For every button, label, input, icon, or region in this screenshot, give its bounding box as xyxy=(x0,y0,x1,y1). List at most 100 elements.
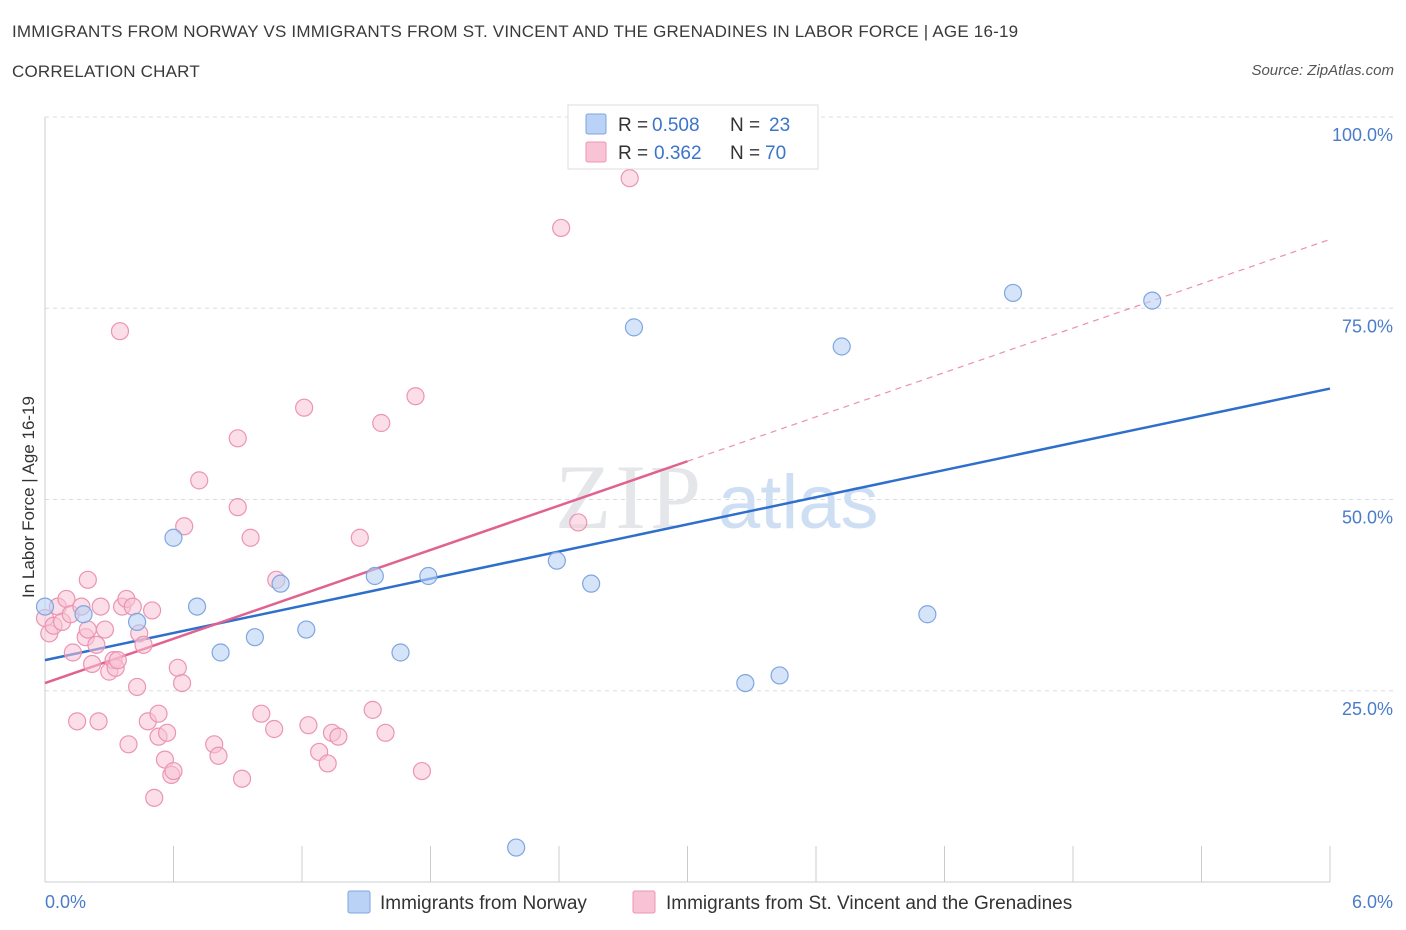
point-stvincent-58 xyxy=(350,528,369,547)
bottom-legend-stvincent: Immigrants from St. Vincent and the Gren… xyxy=(666,893,1072,914)
point-norway-20 xyxy=(1003,283,1023,303)
legend-r-value-stvincent: 0.362 xyxy=(654,143,702,164)
grid xyxy=(45,116,1393,692)
point-stvincent-61 xyxy=(376,723,395,742)
point-stvincent-65 xyxy=(569,513,588,532)
legend-n-label-norway: N = xyxy=(730,115,760,136)
point-stvincent-46 xyxy=(228,498,247,517)
source-label: Source: ZipAtlas.com xyxy=(1251,62,1394,79)
point-stvincent-32 xyxy=(145,788,164,807)
point-stvincent-48 xyxy=(241,528,260,547)
point-norway-3 xyxy=(164,528,183,547)
point-stvincent-14 xyxy=(87,635,106,654)
point-norway-7 xyxy=(271,574,290,593)
point-norway-13 xyxy=(547,551,566,570)
point-stvincent-29 xyxy=(134,635,153,654)
legend-r-label-norway: R = xyxy=(618,115,648,136)
x-tick-label-min: 0.0% xyxy=(45,892,86,912)
point-stvincent-16 xyxy=(91,597,110,616)
point-norway-8 xyxy=(297,620,316,639)
point-stvincent-50 xyxy=(265,719,284,739)
legend-swatch-norway xyxy=(585,113,607,135)
point-stvincent-21 xyxy=(108,651,127,670)
point-norway-18 xyxy=(832,337,851,356)
point-stvincent-60 xyxy=(372,413,391,433)
y-tick-label-1: 50.0% xyxy=(1342,508,1393,528)
point-stvincent-15 xyxy=(89,712,108,731)
point-stvincent-62 xyxy=(406,387,425,406)
point-stvincent-45 xyxy=(228,429,247,448)
axes xyxy=(44,117,1331,883)
trend-line-norway xyxy=(44,387,1331,662)
point-stvincent-33 xyxy=(149,704,168,723)
y-tick-label-0: 25.0% xyxy=(1342,699,1393,719)
point-norway-19 xyxy=(918,605,937,624)
legend-r-value-norway: 0.508 xyxy=(652,115,700,136)
point-norway-15 xyxy=(624,318,644,337)
trend-line-stvincent-extension xyxy=(687,238,1331,462)
chart-subtitle: CORRELATION CHART xyxy=(12,62,200,81)
legend-n-value-stvincent: 70 xyxy=(765,143,786,164)
point-stvincent-55 xyxy=(318,754,337,773)
x-tick-label-max: 6.0% xyxy=(1352,892,1393,912)
point-stvincent-12 xyxy=(78,570,97,589)
point-stvincent-49 xyxy=(252,704,271,723)
point-norway-6 xyxy=(245,628,264,647)
point-norway-5 xyxy=(211,643,230,662)
y-tick-labels: 25.0% 50.0% 75.0% 100.0% xyxy=(1332,125,1393,719)
point-stvincent-17 xyxy=(95,620,115,639)
point-norway-16 xyxy=(736,673,755,693)
point-stvincent-36 xyxy=(157,723,177,742)
trend-lines xyxy=(44,238,1331,685)
point-norway-0 xyxy=(35,597,55,616)
point-stvincent-8 xyxy=(68,712,87,731)
point-norway-11 xyxy=(419,566,438,586)
watermark-atlas: atlas xyxy=(718,460,879,545)
bottom-legend: Immigrants from Norway Immigrants from S… xyxy=(347,890,1072,914)
point-stvincent-44 xyxy=(209,746,228,765)
point-norway-17 xyxy=(770,666,789,685)
point-stvincent-57 xyxy=(329,727,348,746)
point-norway-14 xyxy=(582,574,601,593)
legend-r-label-stvincent: R = xyxy=(618,143,648,164)
bottom-legend-swatch-stvincent xyxy=(632,890,656,914)
point-stvincent-7 xyxy=(63,643,82,662)
point-norway-4 xyxy=(187,597,207,616)
data-points xyxy=(35,169,1162,857)
point-stvincent-47 xyxy=(232,769,252,788)
point-stvincent-22 xyxy=(110,322,130,341)
point-stvincent-38 xyxy=(164,761,183,781)
y-tick-label-2: 75.0% xyxy=(1342,316,1393,336)
legend-n-label-stvincent: N = xyxy=(730,143,760,164)
legend-swatch-stvincent xyxy=(585,141,607,163)
point-stvincent-40 xyxy=(172,673,192,693)
point-stvincent-64 xyxy=(552,218,571,238)
y-tick-label-3: 100.0% xyxy=(1332,125,1393,145)
bottom-legend-swatch-norway xyxy=(347,890,371,914)
point-stvincent-52 xyxy=(295,398,314,417)
point-norway-10 xyxy=(391,643,410,662)
watermark-zip: ZIP xyxy=(555,446,705,548)
point-stvincent-63 xyxy=(412,761,432,781)
point-stvincent-59 xyxy=(363,700,382,719)
point-norway-1 xyxy=(74,605,93,624)
point-norway-21 xyxy=(1143,291,1162,310)
point-stvincent-31 xyxy=(142,601,162,620)
point-stvincent-13 xyxy=(83,654,102,674)
stats-legend: R = 0.508 N = 23 R = 0.362 N = 70 xyxy=(567,104,819,170)
watermark: ZIP atlas xyxy=(555,446,879,548)
point-stvincent-11 xyxy=(78,620,97,639)
point-stvincent-25 xyxy=(119,735,138,754)
point-norway-2 xyxy=(127,612,147,632)
point-stvincent-41 xyxy=(175,517,194,536)
point-stvincent-39 xyxy=(168,658,187,677)
y-axis-title: In Labor Force | Age 16-19 xyxy=(19,396,38,598)
point-stvincent-26 xyxy=(123,597,142,616)
point-norway-9 xyxy=(365,566,384,586)
legend-n-value-norway: 23 xyxy=(769,115,790,136)
bottom-legend-norway: Immigrants from Norway xyxy=(380,893,587,914)
point-stvincent-42 xyxy=(190,471,209,490)
chart-title: IMMIGRANTS FROM NORWAY VS IMMIGRANTS FRO… xyxy=(12,22,1019,41)
point-norway-12 xyxy=(507,838,526,857)
